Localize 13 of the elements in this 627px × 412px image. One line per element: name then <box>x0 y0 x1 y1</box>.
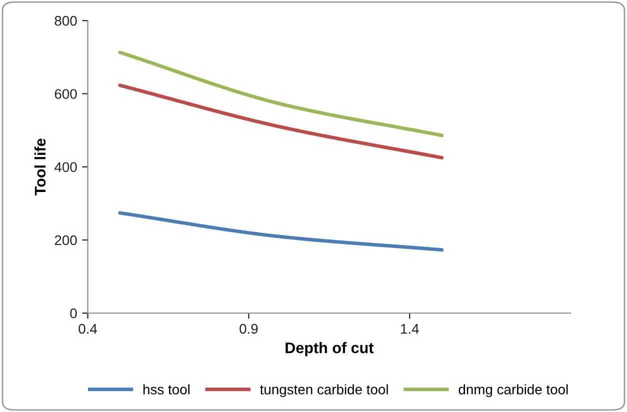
y-tick-label: 600 <box>54 89 77 99</box>
y-tick-label: 0 <box>70 308 77 318</box>
y-tick-label: 800 <box>54 16 77 26</box>
y-tick-label: 400 <box>54 162 77 172</box>
y-axis-title: Tool life <box>34 138 46 196</box>
legend-label: tungsten carbide tool <box>260 384 388 398</box>
legend-label: dnmg carbide tool <box>458 384 568 398</box>
legend-label: hss tool <box>143 384 190 394</box>
x-tick-label: 0.4 <box>78 324 98 334</box>
x-axis-title: Depth of cut <box>286 342 374 356</box>
x-tick-label: 0.9 <box>240 324 258 334</box>
x-tick-label: 1.4 <box>401 324 419 334</box>
y-tick-label: 200 <box>54 235 77 246</box>
